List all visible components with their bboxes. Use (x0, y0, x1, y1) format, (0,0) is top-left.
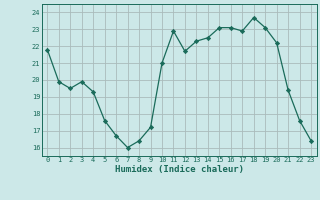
X-axis label: Humidex (Indice chaleur): Humidex (Indice chaleur) (115, 165, 244, 174)
